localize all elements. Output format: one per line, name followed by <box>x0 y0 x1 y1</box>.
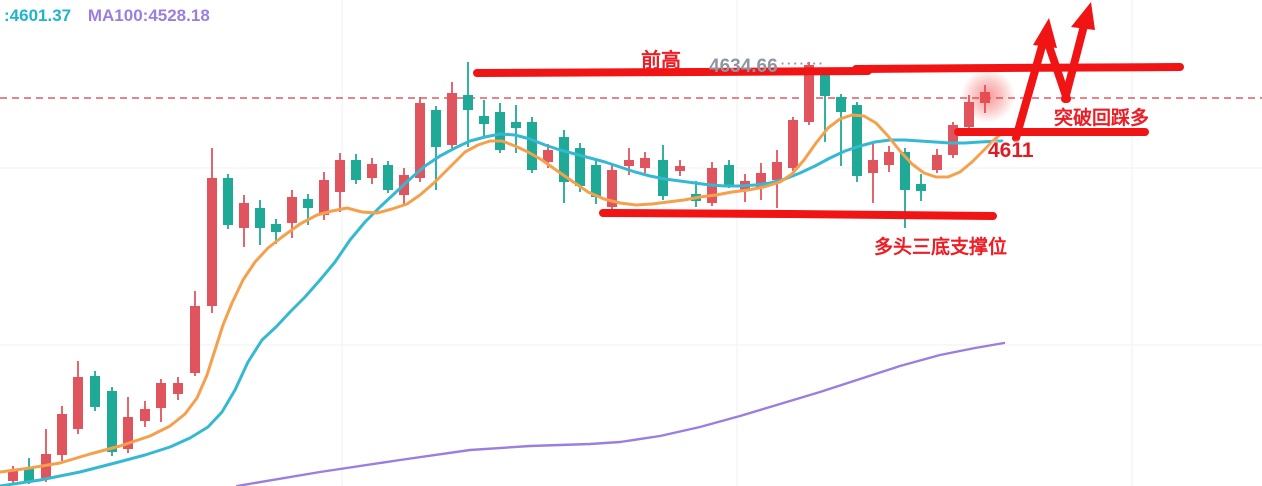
candle-body[interactable] <box>495 112 505 150</box>
candle-body[interactable] <box>123 417 133 449</box>
candle-body[interactable] <box>624 160 634 166</box>
breakout-pullback-label: 突破回踩多 <box>1054 108 1150 129</box>
candle-body[interactable] <box>156 383 166 408</box>
highlight-glow-marker <box>961 69 1015 123</box>
ma100-value: MA100:4528.18 <box>87 6 210 25</box>
resistance-line-left <box>473 67 872 77</box>
candle-body[interactable] <box>415 103 425 178</box>
candle-body[interactable] <box>804 65 814 122</box>
prev-high-label: 前高 <box>641 50 681 72</box>
candle-body[interactable] <box>559 137 569 182</box>
candle-body[interactable] <box>319 180 329 215</box>
candle-body[interactable] <box>107 391 117 452</box>
resistance-line-right <box>852 63 1184 73</box>
zigzag-stroke-1 <box>1012 28 1050 142</box>
candle-body[interactable] <box>575 148 585 186</box>
candle-body[interactable] <box>479 116 489 124</box>
candle-body[interactable] <box>852 105 862 176</box>
candle-body[interactable] <box>140 409 150 421</box>
candle-body[interactable] <box>431 110 441 147</box>
prev-high-price-value: 4634.66 <box>709 56 778 77</box>
price-4611-label: 4611 <box>988 139 1034 162</box>
candle-body[interactable] <box>640 158 650 168</box>
support-line <box>599 209 997 220</box>
candle-body[interactable] <box>173 383 183 394</box>
candle-body[interactable] <box>335 160 345 192</box>
candle-body[interactable] <box>463 95 473 110</box>
candle-body[interactable] <box>788 120 798 168</box>
candle-body[interactable] <box>383 165 393 190</box>
arrowhead-1 <box>1033 18 1057 48</box>
candle-body[interactable] <box>820 73 830 96</box>
candle-body[interactable] <box>543 150 553 162</box>
prev-high-price: 4634.66 ······· <box>709 56 825 78</box>
candle-body[interactable] <box>24 468 34 482</box>
candle-body[interactable] <box>916 184 926 191</box>
candle-body[interactable] <box>287 197 297 223</box>
candle-body[interactable] <box>207 178 217 306</box>
candle-body[interactable] <box>607 170 617 207</box>
ma100-line <box>235 341 1006 486</box>
candle-body[interactable] <box>591 165 601 197</box>
ma-mid-line <box>0 132 1004 486</box>
ma-value-cyan: :4601.37 <box>4 6 72 25</box>
arrowhead-2 <box>1071 2 1095 30</box>
candle-body[interactable] <box>756 173 766 188</box>
candle-body[interactable] <box>367 164 377 178</box>
candle-body[interactable] <box>868 160 878 173</box>
candle-body[interactable] <box>57 414 67 455</box>
candle-body[interactable] <box>73 377 83 429</box>
ma-legend: :4601.37 MA100:4528.18 <box>4 6 210 26</box>
candle-body[interactable] <box>884 152 894 165</box>
candle-body[interactable] <box>836 97 846 112</box>
candle-body[interactable] <box>447 93 457 145</box>
candle-body[interactable] <box>271 224 281 232</box>
candle-body[interactable] <box>351 160 361 180</box>
candle-body[interactable] <box>511 122 521 128</box>
candle-body[interactable] <box>90 376 100 407</box>
candle-body[interactable] <box>223 178 233 225</box>
candle-body[interactable] <box>900 152 910 190</box>
candle-body[interactable] <box>255 208 265 228</box>
candle-body[interactable] <box>303 199 313 208</box>
candle-body[interactable] <box>932 155 942 170</box>
candle-body[interactable] <box>675 166 685 171</box>
price-leader-dots: ······· <box>780 56 825 71</box>
ma-fast-line <box>0 113 1004 474</box>
candle-body[interactable] <box>724 165 734 185</box>
candle-body[interactable] <box>527 122 537 170</box>
candle-body[interactable] <box>190 306 200 373</box>
candle-body[interactable] <box>239 203 249 228</box>
triple-bottom-support-label: 多头三底支撑位 <box>874 237 1008 258</box>
candle-body[interactable] <box>948 125 958 155</box>
candle-body[interactable] <box>772 162 782 180</box>
candle-body[interactable] <box>8 471 18 481</box>
